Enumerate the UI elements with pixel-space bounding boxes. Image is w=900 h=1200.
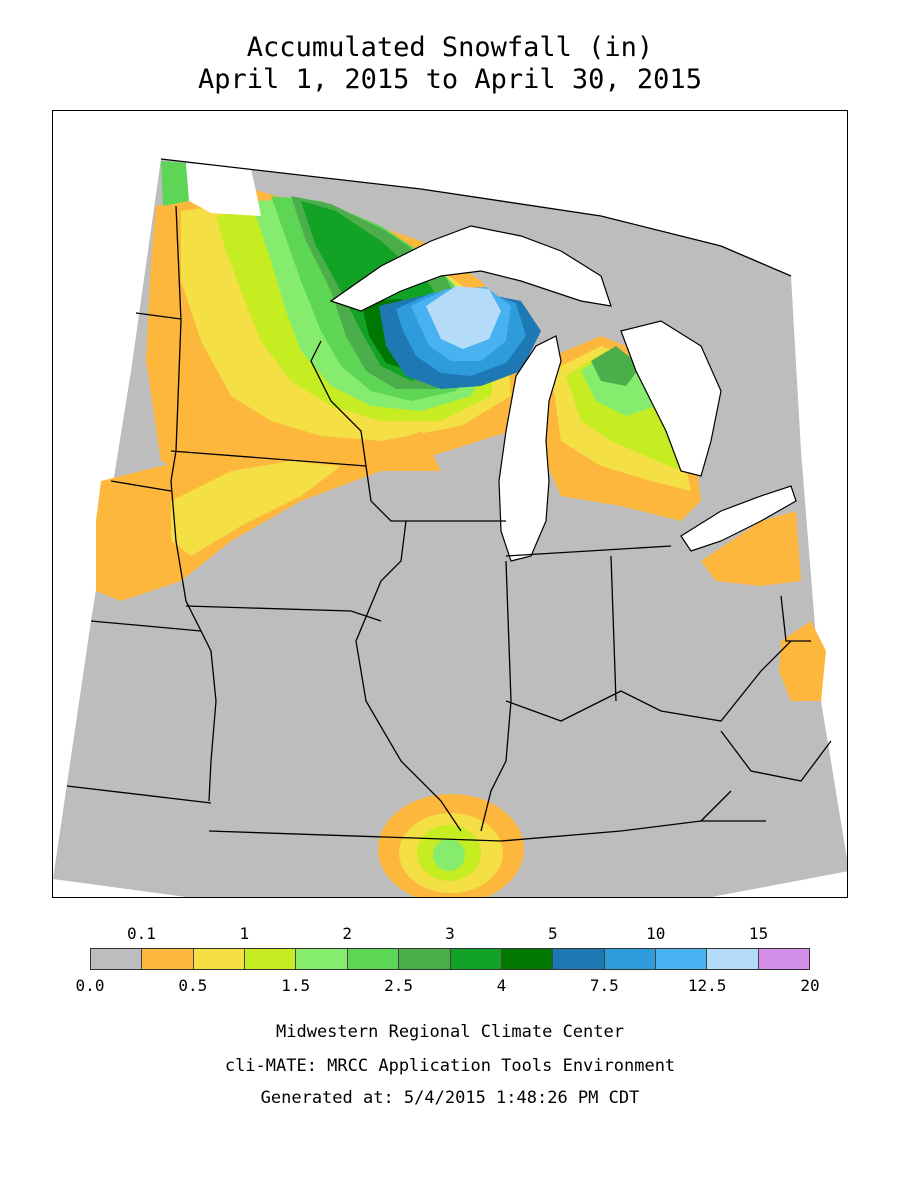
credit-tool: cli-MATE: MRCC Application Tools Environ… <box>224 1056 676 1076</box>
snow-region-iowa-0-5 <box>96 431 441 601</box>
credit-generated-time: Generated at: 5/4/2015 1:48:26 PM CDT <box>260 1088 640 1108</box>
snow-region-15 <box>426 286 501 349</box>
legend-swatch <box>193 949 246 969</box>
legend-bottom-label: 0.0 <box>75 976 105 995</box>
legend-swatch <box>655 949 708 969</box>
legend-swatch <box>91 949 143 969</box>
state-borders <box>66 158 832 842</box>
legend-bottom-label: 2.5 <box>384 976 414 995</box>
legend-top-label: 5 <box>548 924 558 943</box>
legend-top-label: 0.1 <box>126 924 156 943</box>
snowfall-map <box>52 110 848 898</box>
map-title: Accumulated Snowfall (in) <box>246 32 654 63</box>
lake-superior <box>329 225 612 312</box>
legend-bottom-label: 12.5 <box>687 976 727 995</box>
legend-bottom-label: 0.5 <box>178 976 208 995</box>
legend-top-label: 1 <box>239 924 250 943</box>
legend-swatch <box>758 949 810 969</box>
legend-swatch <box>604 949 656 969</box>
legend-swatch <box>142 949 194 969</box>
legend-swatch <box>553 949 605 969</box>
legend-bottom-label: 4 <box>496 976 507 995</box>
legend-swatch <box>450 949 502 969</box>
legend-swatch <box>296 949 348 969</box>
lake-michigan <box>498 335 562 562</box>
snow-region-south-2 <box>433 839 465 871</box>
legend-bottom-label: 20 <box>800 976 820 995</box>
canada-region <box>186 163 261 216</box>
legend-bottom-label: 1.5 <box>281 976 311 995</box>
snow-region-iowa-1 <box>171 461 341 556</box>
map-canvas <box>53 158 847 897</box>
legend-color-bar <box>90 948 810 970</box>
map-date-range: April 1, 2015 to April 30, 2015 <box>198 64 702 95</box>
lake-huron <box>620 320 722 477</box>
legend-swatch <box>245 949 297 969</box>
legend-top-label: 3 <box>445 924 455 943</box>
legend-swatch <box>399 949 451 969</box>
legend-swatch <box>501 949 554 969</box>
snow-region-ohio-0-5 <box>701 511 801 586</box>
snow-region-michigan-3 <box>591 346 641 386</box>
legend-top-label: 10 <box>646 924 666 943</box>
legend-bottom-label: 7.5 <box>589 976 619 995</box>
legend-swatch <box>347 949 400 969</box>
domain-edge-right <box>711 871 847 897</box>
snow-region-nw-green <box>161 161 189 206</box>
domain-edge-left <box>53 879 187 897</box>
lake-erie <box>680 485 797 552</box>
legend-top-label: 15 <box>748 924 769 943</box>
legend-swatch <box>707 949 759 969</box>
legend-top-label: 2 <box>342 924 352 943</box>
credit-organization: Midwestern Regional Climate Center <box>276 1022 624 1042</box>
